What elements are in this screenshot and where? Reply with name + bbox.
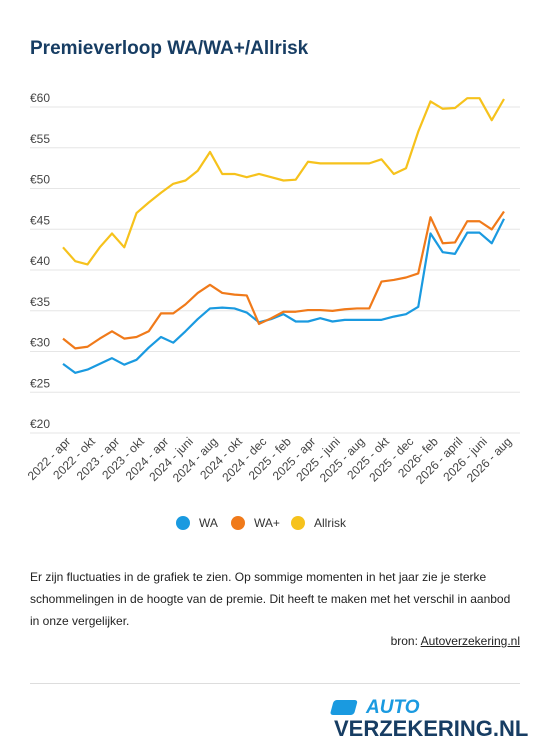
chart: Premieverloop WA/WA+/Allrisk €20 €25 €30 €3… bbox=[25, 38, 520, 530]
logo: AUTO VERZEKERING.NL bbox=[330, 697, 528, 741]
legend-label: WA+ bbox=[254, 516, 280, 530]
series-line bbox=[62, 218, 505, 374]
source: bron: Autoverzekering.nl bbox=[391, 634, 520, 648]
series-line bbox=[62, 210, 505, 350]
source-label: bron: bbox=[390, 634, 418, 648]
logo-line2: VERZEKERING.NL bbox=[334, 716, 528, 741]
legend-swatch bbox=[291, 516, 305, 530]
legend-label: Allrisk bbox=[314, 516, 347, 530]
y-tick-label: €40 bbox=[30, 254, 50, 268]
source-link[interactable]: Autoverzekering.nl bbox=[420, 634, 520, 648]
legend-swatch bbox=[231, 516, 245, 530]
y-tick-label: €45 bbox=[30, 213, 50, 227]
logo-line1: AUTO bbox=[365, 697, 420, 718]
description: Er zijn fluctuaties in de grafiek te zie… bbox=[30, 570, 511, 628]
series-line bbox=[62, 97, 505, 266]
separator bbox=[30, 683, 520, 684]
legend-label: WA bbox=[199, 516, 218, 530]
y-tick-label: €35 bbox=[30, 295, 50, 309]
y-tick-label: €60 bbox=[30, 91, 50, 105]
chart-title: Premieverloop WA/WA+/Allrisk bbox=[30, 38, 309, 59]
y-tick-label: €55 bbox=[30, 132, 50, 146]
y-tick-label: €25 bbox=[30, 376, 50, 390]
y-tick-label: €30 bbox=[30, 336, 50, 350]
logo-icon bbox=[330, 700, 358, 715]
y-tick-label: €20 bbox=[30, 417, 50, 431]
y-tick-label: €50 bbox=[30, 173, 50, 187]
legend-swatch bbox=[176, 516, 190, 530]
